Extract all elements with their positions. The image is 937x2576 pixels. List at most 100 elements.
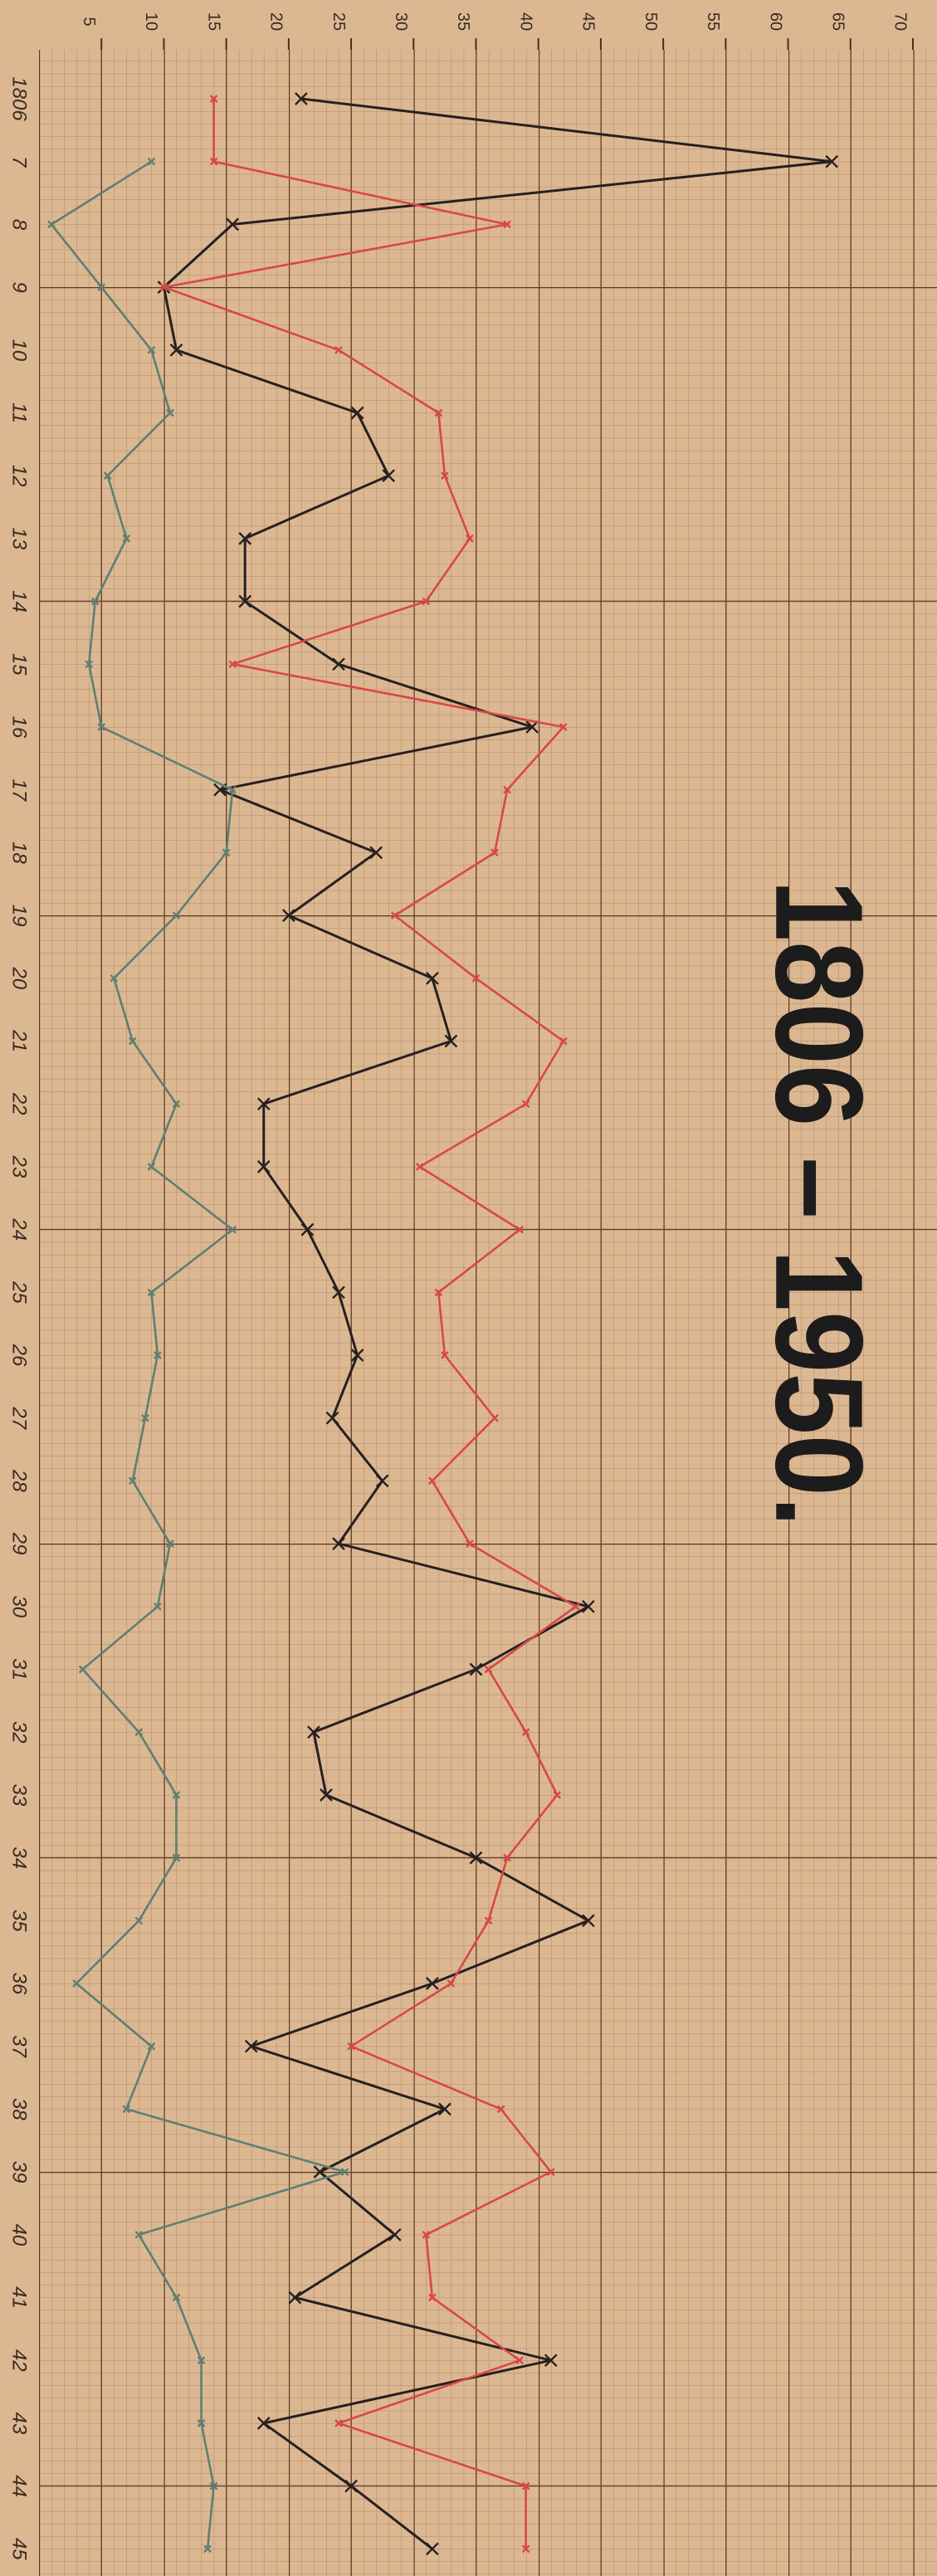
y-tick-label: 45: [579, 12, 598, 31]
x-tick-label: 39: [8, 2161, 31, 2183]
data-point: [415, 1163, 424, 1171]
x-tick-label: 24: [8, 1217, 31, 1241]
data-point: [226, 217, 240, 232]
data-point: [484, 1916, 493, 1925]
data-point: [490, 848, 499, 857]
data-point: [422, 2230, 431, 2239]
x-tick-label: 34: [8, 1847, 31, 1869]
data-point: [166, 408, 174, 417]
data-point: [172, 1791, 181, 1799]
data-point: [469, 1851, 483, 1865]
data-point: [471, 973, 481, 983]
data-point: [134, 1728, 144, 1737]
x-tick-label: 8: [8, 219, 31, 231]
data-point: [209, 2481, 218, 2491]
data-point: [521, 2481, 530, 2491]
data-point: [288, 2291, 302, 2305]
data-point: [320, 1788, 333, 1802]
x-tick-label: 40: [8, 2223, 31, 2246]
x-tick-label: 13: [8, 528, 31, 550]
data-point: [78, 1665, 87, 1674]
data-point: [484, 1665, 493, 1674]
data-point: [85, 660, 94, 669]
y-tick-label: 50: [642, 12, 660, 31]
data-point: [559, 1037, 568, 1046]
data-point: [390, 911, 399, 920]
data-point: [295, 92, 308, 105]
data-point: [325, 1411, 339, 1425]
data-point: [97, 283, 106, 291]
data-point: [825, 154, 839, 168]
data-point: [559, 723, 568, 731]
graph-paper-major: [39, 50, 937, 2576]
data-point: [147, 1288, 156, 1297]
x-tick-label: 12: [8, 465, 31, 487]
x-tick-label: 23: [8, 1155, 31, 1178]
data-point: [428, 1476, 437, 1486]
data-point: [521, 1728, 530, 1737]
y-tick-label: 55: [704, 12, 722, 31]
data-point: [172, 1853, 181, 1862]
y-tick-label: 70: [891, 12, 910, 31]
y-tick-label: 15: [204, 12, 222, 31]
y-tick-label: 35: [454, 12, 472, 31]
y-tick-label: 30: [392, 12, 410, 31]
data-point: [128, 1037, 137, 1046]
data-point: [515, 1225, 524, 1234]
data-point: [553, 1791, 562, 1799]
data-point: [515, 2356, 524, 2365]
data-point: [447, 1979, 456, 1988]
data-point: [154, 1602, 162, 1611]
x-tick-label: 31: [8, 1658, 31, 1681]
x-tick-label: 19: [8, 905, 31, 927]
series-line: [162, 97, 833, 2550]
x-tick-label: 42: [8, 2349, 31, 2372]
data-point: [282, 909, 295, 922]
x-tick-label: 43: [8, 2413, 31, 2435]
x-tick-label: 22: [8, 1092, 31, 1115]
data-point: [466, 1539, 474, 1548]
data-point: [422, 597, 431, 606]
data-point: [521, 1100, 530, 1109]
data-point: [496, 2105, 505, 2114]
data-point: [426, 1977, 439, 1990]
data-point: [154, 1351, 162, 1359]
data-point: [141, 1413, 149, 1422]
data-point: [441, 471, 449, 481]
data-point: [441, 1351, 449, 1359]
data-point: [503, 220, 511, 229]
data-point: [209, 95, 218, 103]
data-point: [244, 2039, 258, 2053]
y-tick-label: 40: [516, 12, 534, 31]
data-point: [256, 1160, 271, 1173]
x-tick-label: 16: [8, 716, 31, 739]
data-point: [582, 1599, 595, 1613]
y-tick-label: 25: [329, 12, 348, 31]
data-point: [490, 1413, 499, 1422]
data-point: [375, 1474, 389, 1488]
data-point: [503, 785, 511, 794]
data-point: [159, 283, 168, 291]
data-point: [122, 2105, 131, 2114]
x-tick-label: 38: [8, 2098, 31, 2120]
data-point: [238, 532, 252, 545]
data-point: [147, 1163, 156, 1171]
data-point: [172, 2293, 181, 2302]
data-point: [525, 720, 539, 734]
data-point: [344, 2479, 358, 2493]
x-tick-label: 18: [8, 842, 31, 864]
data-point: [147, 2042, 156, 2051]
data-point: [426, 971, 439, 985]
data-point: [521, 2544, 530, 2554]
y-tick-label: 60: [766, 12, 784, 31]
x-tick-label: 9: [8, 281, 31, 292]
data-point: [307, 1725, 320, 1739]
data-point: [203, 2544, 212, 2554]
data-point: [228, 660, 237, 669]
data-point: [169, 343, 183, 357]
x-tick-label: 25: [8, 1281, 31, 1304]
data-point: [350, 406, 364, 420]
series-line: [163, 99, 578, 2549]
x-tick-label: 11: [8, 402, 31, 423]
